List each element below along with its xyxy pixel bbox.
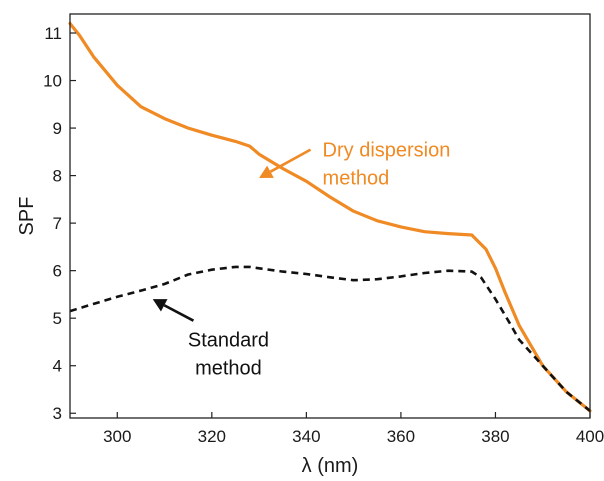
x-tick-label: 320 [198, 427, 226, 446]
x-tick-label: 380 [481, 427, 509, 446]
x-tick-label: 340 [292, 427, 320, 446]
x-tick-label: 360 [387, 427, 415, 446]
series-layer [68, 21, 592, 413]
annotation-layer: Dry dispersion method Standard method [152, 140, 450, 380]
y-tick-label: 9 [53, 119, 62, 138]
y-tick-label: 4 [53, 357, 62, 376]
y-tick-label: 7 [53, 214, 62, 233]
plot-frame [69, 13, 591, 419]
ticks-layer: 300 320 340 360 380 400 3 4 5 6 7 8 9 10 11 [43, 24, 604, 446]
annotation-text-line: Dry dispersion [323, 140, 451, 162]
annotation-arrow-shaft [269, 148, 312, 173]
x-axis-label: λ (nm) [302, 455, 359, 477]
y-tick-label: 5 [53, 309, 62, 328]
y-tick-label: 11 [44, 24, 62, 43]
annotation-standard: Standard method [152, 299, 269, 380]
annotation-arrow-shaft [163, 304, 195, 322]
annotation-dry-dispersion: Dry dispersion method [259, 140, 450, 190]
annotation-text-line: method [323, 168, 390, 190]
series-line-standard [69, 265, 591, 412]
x-tick-label: 300 [103, 427, 131, 446]
y-tick-label: 6 [53, 262, 62, 281]
annotation-arrow-head [152, 299, 168, 312]
series-line-dry-dispersion [68, 21, 592, 413]
y-axis-label: SPF [16, 197, 38, 236]
x-tick-label: 400 [576, 427, 604, 446]
annotation-arrow-head [259, 165, 274, 178]
annotation-text-line: Standard [188, 330, 269, 352]
y-tick-label: 10 [43, 72, 62, 91]
y-tick-label: 8 [53, 167, 62, 186]
annotation-text-line: method [195, 358, 262, 380]
y-tick-label: 3 [53, 404, 62, 423]
